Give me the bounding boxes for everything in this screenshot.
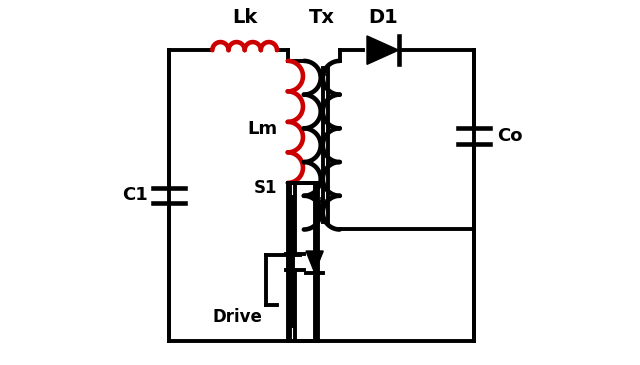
Text: S1: S1 bbox=[253, 179, 277, 197]
Text: Co: Co bbox=[497, 127, 523, 145]
Text: C1: C1 bbox=[122, 187, 148, 204]
Text: *: * bbox=[316, 196, 325, 215]
Text: Tx: Tx bbox=[308, 8, 335, 27]
Bar bbox=[289, 183, 318, 341]
Polygon shape bbox=[367, 36, 399, 64]
Polygon shape bbox=[306, 251, 323, 273]
Text: *: * bbox=[317, 68, 328, 87]
Text: Lm: Lm bbox=[248, 120, 278, 138]
Text: D1: D1 bbox=[368, 8, 397, 27]
Text: Lk: Lk bbox=[232, 8, 257, 27]
Text: Drive: Drive bbox=[212, 308, 262, 326]
